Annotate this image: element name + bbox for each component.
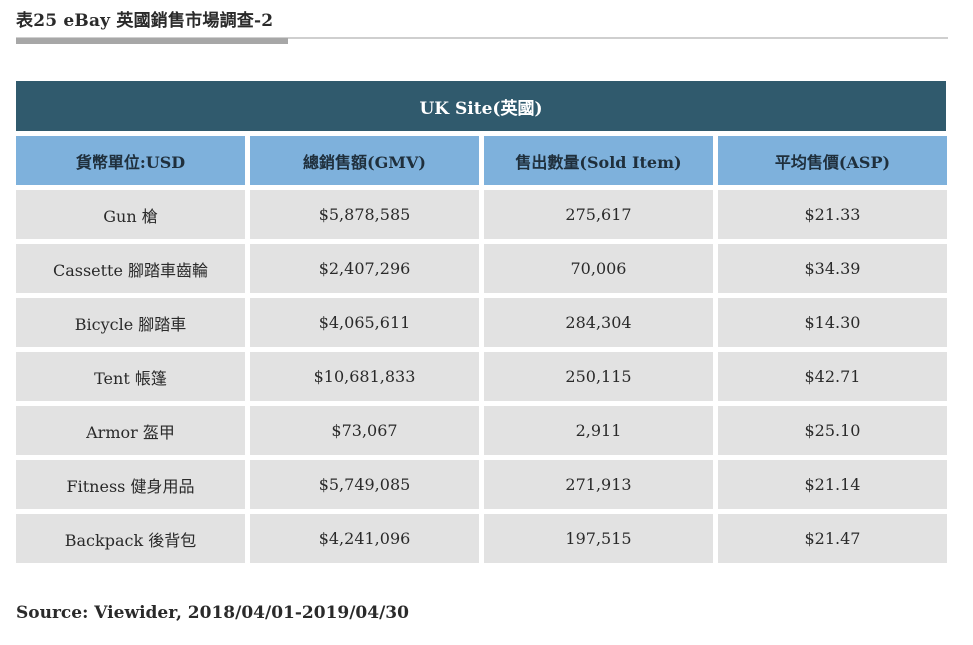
table-banner: UK Site(英國): [16, 81, 946, 131]
sales-table: UK Site(英國) 貨幣單位:USD 總銷售額(GMV) 售出數量(Sold…: [16, 81, 947, 563]
cell-category: Gun 槍: [16, 190, 245, 239]
cell-gmv: $73,067: [250, 406, 479, 455]
cell-gmv: $2,407,296: [250, 244, 479, 293]
caption-accent-bar: [16, 38, 288, 44]
cell-sold-items: 250,115: [484, 352, 713, 401]
caption-divider: [16, 37, 948, 39]
cell-gmv: $5,878,585: [250, 190, 479, 239]
source-note: Source: Viewider, 2018/04/01-2019/04/30: [16, 603, 409, 623]
cell-sold-items: 70,006: [484, 244, 713, 293]
cell-sold-items: 2,911: [484, 406, 713, 455]
cell-sold-items: 284,304: [484, 298, 713, 347]
cell-asp: $25.10: [718, 406, 947, 455]
cell-category: Tent 帳篷: [16, 352, 245, 401]
cell-sold-items: 197,515: [484, 514, 713, 563]
header-cell-currency: 貨幣單位:USD: [16, 136, 245, 185]
cell-asp: $14.30: [718, 298, 947, 347]
cell-category: Backpack 後背包: [16, 514, 245, 563]
table-grid: 貨幣單位:USD 總銷售額(GMV) 售出數量(Sold Item) 平均售價(…: [16, 136, 947, 563]
cell-asp: $42.71: [718, 352, 947, 401]
header-cell-asp: 平均售價(ASP): [718, 136, 947, 185]
cell-gmv: $5,749,085: [250, 460, 479, 509]
cell-asp: $21.14: [718, 460, 947, 509]
cell-gmv: $10,681,833: [250, 352, 479, 401]
cell-category: Bicycle 腳踏車: [16, 298, 245, 347]
cell-category: Armor 盔甲: [16, 406, 245, 455]
cell-gmv: $4,065,611: [250, 298, 479, 347]
cell-sold-items: 271,913: [484, 460, 713, 509]
table-caption: 表25 eBay 英國銷售市場調查-2: [16, 11, 274, 31]
cell-category: Fitness 健身用品: [16, 460, 245, 509]
cell-sold-items: 275,617: [484, 190, 713, 239]
header-cell-gmv: 總銷售額(GMV): [250, 136, 479, 185]
cell-asp: $21.47: [718, 514, 947, 563]
cell-asp: $21.33: [718, 190, 947, 239]
cell-gmv: $4,241,096: [250, 514, 479, 563]
cell-asp: $34.39: [718, 244, 947, 293]
header-cell-sold-items: 售出數量(Sold Item): [484, 136, 713, 185]
cell-category: Cassette 腳踏車齒輪: [16, 244, 245, 293]
